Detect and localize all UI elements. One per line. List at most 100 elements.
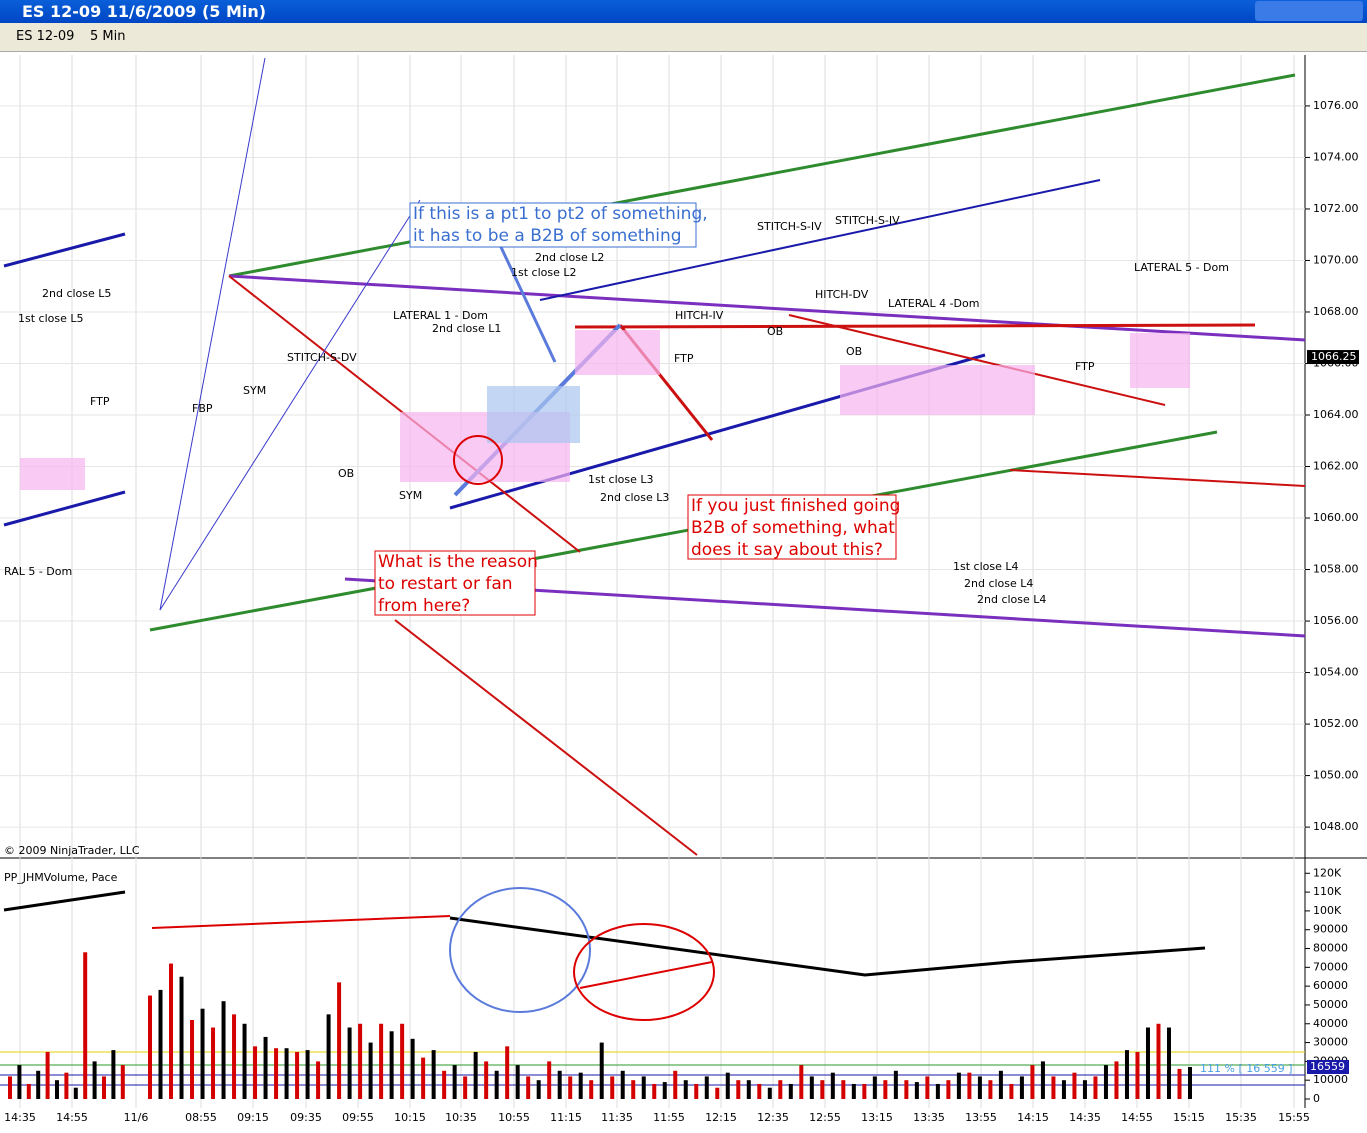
volume-bar: [620, 1070, 625, 1099]
volume-bar: [557, 1070, 562, 1099]
annotation: FTP: [90, 395, 110, 408]
volume-bar: [1145, 1027, 1150, 1099]
y-tick-label: 50000: [1313, 998, 1348, 1011]
panel-label: PP_JHMVolume, Pace: [4, 871, 118, 884]
volume-bar: [830, 1072, 835, 1099]
volume-bar: [64, 1072, 69, 1099]
y-tick-label: 110K: [1313, 885, 1342, 898]
annotation: OB: [338, 467, 354, 480]
volume-bar: [211, 1027, 216, 1099]
trend-line: [149, 430, 1218, 632]
callout-text: from here?: [378, 596, 470, 616]
volume-bar: [55, 1080, 59, 1099]
volume-bar: [221, 1001, 226, 1099]
y-tick-label: 120K: [1313, 866, 1342, 879]
highlight-circle: [573, 923, 715, 1021]
annotation: 2nd close L3: [600, 491, 669, 504]
volume-bar: [788, 1083, 793, 1099]
volume-bar: [111, 1050, 116, 1099]
volume-bar: [652, 1083, 657, 1099]
volume-bar: [379, 1023, 384, 1099]
volume-bar: [610, 1076, 615, 1099]
annotation: FTP: [674, 352, 694, 365]
annotation: SYM: [399, 489, 422, 502]
pace-trend: [449, 916, 1206, 977]
volume-bar: [904, 1080, 909, 1099]
volume-bar: [45, 1051, 50, 1099]
volume-bar: [1093, 1076, 1098, 1099]
volume-bar: [326, 1014, 331, 1099]
volume-bar: [263, 1036, 268, 1099]
last-volume-box: [1307, 1060, 1349, 1074]
volume-bar: [442, 1070, 447, 1099]
volume-bar: [92, 1061, 97, 1099]
volume-bar: [883, 1080, 888, 1099]
annotation: 1st close L5: [18, 312, 84, 325]
pace-trend: [3, 890, 126, 912]
last-volume: 16559: [1310, 1060, 1345, 1073]
volume-bar: [977, 1076, 982, 1099]
volume-bar: [547, 1061, 552, 1099]
volume-bar: [316, 1061, 321, 1099]
volume-bar: [1030, 1065, 1035, 1099]
volume-bar: [1114, 1061, 1119, 1099]
volume-bar: [274, 1048, 279, 1099]
volume-bar: [190, 1020, 195, 1099]
volume-bar: [935, 1083, 940, 1099]
callout-box: [687, 494, 897, 560]
y-tick-label: 1068.00: [1313, 305, 1359, 318]
y-tick-label: 0: [1313, 1092, 1320, 1105]
annotation: HITCH-DV: [815, 288, 869, 301]
volume-bar: [347, 1027, 352, 1099]
volume-bar: [526, 1076, 531, 1099]
volume-bar: [421, 1057, 426, 1099]
callout-text: If this is a pt1 to pt2 of something,: [413, 204, 708, 224]
trend-line: [1009, 469, 1306, 487]
trend-line: [3, 490, 126, 527]
window-buttons[interactable]: [1255, 1, 1363, 21]
y-tick-label: 100K: [1313, 904, 1342, 917]
volume-bar: [1040, 1061, 1045, 1099]
x-tick-label: 14:55: [1121, 1111, 1153, 1124]
volume-bar: [1019, 1076, 1024, 1099]
x-tick-label: 11:15: [550, 1111, 582, 1124]
annotation: 1st close L3: [588, 473, 654, 486]
volume-bar: [253, 1046, 258, 1099]
annotation: FTP: [1075, 360, 1095, 373]
volume-bar: [1061, 1080, 1066, 1099]
x-tick-label: 12:35: [757, 1111, 789, 1124]
volume-bar: [631, 1080, 636, 1099]
volume-bar: [1166, 1027, 1171, 1099]
last-price-box: [1307, 350, 1359, 365]
interval-select[interactable]: 5 Min: [90, 29, 126, 44]
y-tick-label: 1052.00: [1313, 717, 1359, 730]
volume-bar: [232, 1014, 237, 1099]
y-tick-label: 1060.00: [1313, 511, 1359, 524]
x-tick-label: 10:35: [445, 1111, 477, 1124]
volume-bar: [757, 1083, 762, 1099]
y-tick-label: 1062.00: [1313, 460, 1359, 473]
volume-bar: [662, 1082, 667, 1099]
annotation: SYM: [243, 384, 266, 397]
volume-bar: [358, 1023, 363, 1099]
volume-bar: [295, 1051, 300, 1099]
annotation: 1st close L4: [953, 560, 1019, 573]
y-tick-label: 1054.00: [1313, 666, 1359, 679]
y-tick-label: 1070.00: [1313, 253, 1359, 266]
y-tick-label: 1064.00: [1313, 408, 1359, 421]
volume-bar: [914, 1082, 919, 1099]
volume-bar: [778, 1080, 783, 1099]
x-tick-label: 13:55: [965, 1111, 997, 1124]
volume-bar: [389, 1031, 394, 1099]
volume-bar: [473, 1051, 478, 1099]
volume-bar: [725, 1072, 730, 1099]
volume-bar: [893, 1070, 898, 1099]
volume-bar: [400, 1023, 405, 1099]
volume-bar: [169, 963, 174, 1099]
annotation: OB: [767, 325, 783, 338]
y-tick-label: 1058.00: [1313, 563, 1359, 576]
volume-bar: [715, 1087, 720, 1099]
instrument-select[interactable]: ES 12-09: [16, 29, 75, 44]
volume-bar: [26, 1083, 31, 1099]
volume-bar: [862, 1083, 867, 1099]
